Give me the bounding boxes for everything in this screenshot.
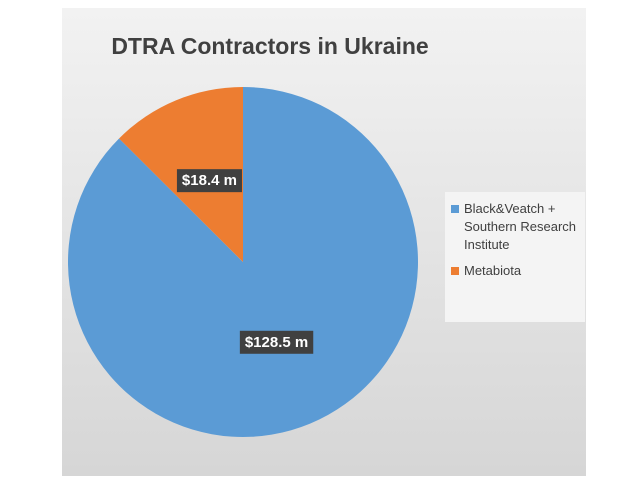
data-label-group: $128.5 m — [239, 330, 314, 354]
data-label: $128.5 m — [245, 334, 308, 351]
legend-entry: Black&Veatch + Southern Research Institu… — [451, 200, 579, 254]
legend-swatch — [451, 205, 459, 213]
data-label: $18.4 m — [182, 172, 237, 189]
legend: Black&Veatch + Southern Research Institu… — [445, 192, 585, 322]
data-label-box — [239, 330, 314, 354]
data-label-group: $18.4 m — [176, 169, 242, 193]
legend-entry: Metabiota — [451, 262, 579, 280]
data-label-box — [176, 169, 242, 193]
chart-title: DTRA Contractors in Ukraine — [111, 33, 428, 59]
legend-swatch — [451, 267, 459, 275]
legend-label: Black&Veatch + Southern Research Institu… — [464, 201, 577, 252]
legend-label: Metabiota — [464, 263, 522, 278]
